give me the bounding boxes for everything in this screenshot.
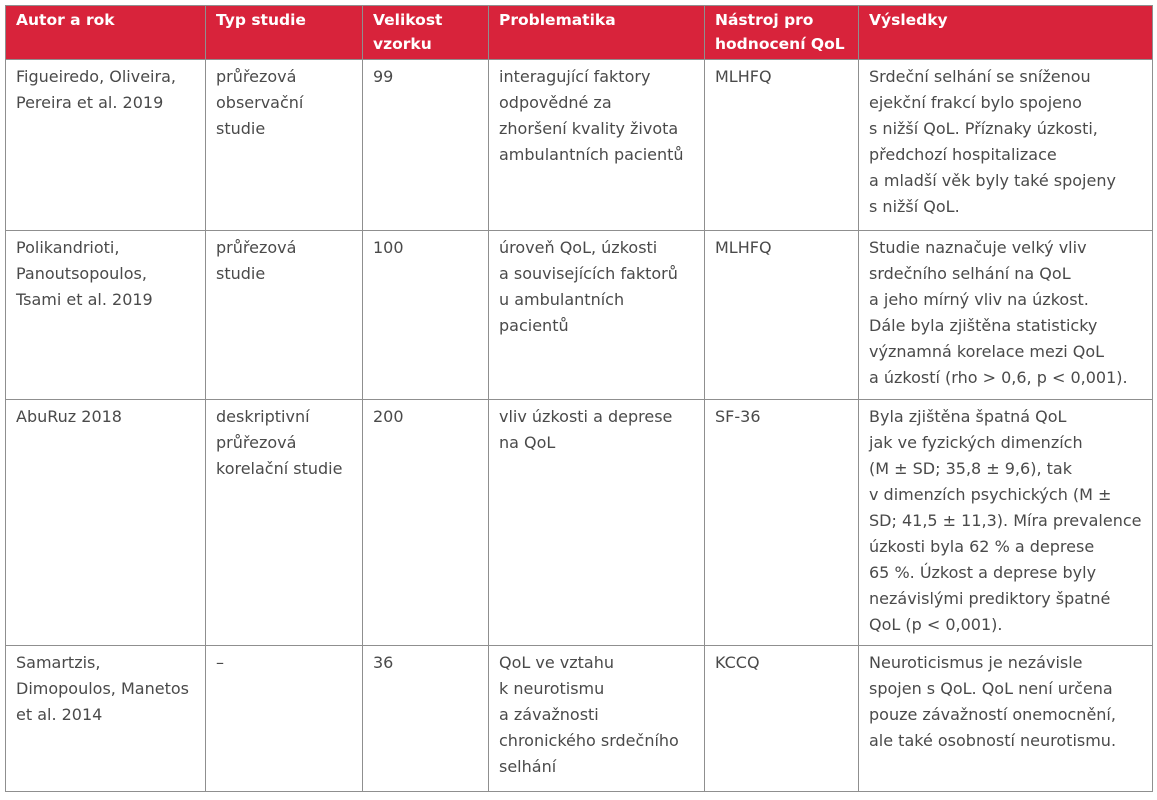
cell-qol-tool: MLHFQ bbox=[704, 230, 859, 400]
cell-study-type: – bbox=[205, 645, 363, 792]
cell-results: Srdeční selhání se sníženou ejekční frak… bbox=[858, 59, 1153, 231]
cell-author: Samartzis, Dimopoulos, Manetos et al. 20… bbox=[5, 645, 206, 792]
cell-results: Neuroticismus je nezávisle spojen s QoL.… bbox=[858, 645, 1153, 792]
literature-review-table: Autor a rok Typ studie Velikost vzorku P… bbox=[5, 5, 1153, 792]
table-row: Samartzis, Dimopoulos, Manetos et al. 20… bbox=[5, 645, 1153, 792]
table-row: AbuRuz 2018 deskriptivní průřezová korel… bbox=[5, 399, 1153, 646]
cell-sample-size: 36 bbox=[362, 645, 489, 792]
header-issue: Problematika bbox=[488, 5, 705, 60]
cell-author: Polikandrioti, Panoutsopoulos, Tsami et … bbox=[5, 230, 206, 400]
cell-qol-tool: MLHFQ bbox=[704, 59, 859, 231]
cell-issue: úroveň QoL, úzkosti a souvisejících fakt… bbox=[488, 230, 705, 400]
cell-sample-size: 99 bbox=[362, 59, 489, 231]
cell-author: AbuRuz 2018 bbox=[5, 399, 206, 646]
header-author-year: Autor a rok bbox=[5, 5, 206, 60]
table-header-row: Autor a rok Typ studie Velikost vzorku P… bbox=[5, 5, 1153, 60]
header-results: Výsledky bbox=[858, 5, 1153, 60]
cell-issue: vliv úzkosti a deprese na QoL bbox=[488, 399, 705, 646]
header-sample-size: Velikost vzorku bbox=[362, 5, 489, 60]
cell-issue: interagující faktory odpovědné za zhorše… bbox=[488, 59, 705, 231]
header-study-type: Typ studie bbox=[205, 5, 363, 60]
cell-results: Studie naznačuje velký vliv srdečního se… bbox=[858, 230, 1153, 400]
header-qol-tool: Nástroj pro hodnocení QoL bbox=[704, 5, 859, 60]
cell-results: Byla zjištěna špatná QoL jak ve fyzickýc… bbox=[858, 399, 1153, 646]
table-row: Figueiredo, Oliveira, Pereira et al. 201… bbox=[5, 59, 1153, 231]
cell-issue: QoL ve vztahu k neurotismu a závažnosti … bbox=[488, 645, 705, 792]
cell-study-type: průřezová observační studie bbox=[205, 59, 363, 231]
cell-study-type: průřezová studie bbox=[205, 230, 363, 400]
table-row: Polikandrioti, Panoutsopoulos, Tsami et … bbox=[5, 230, 1153, 400]
cell-qol-tool: KCCQ bbox=[704, 645, 859, 792]
cell-sample-size: 100 bbox=[362, 230, 489, 400]
cell-qol-tool: SF-36 bbox=[704, 399, 859, 646]
cell-study-type: deskriptivní průřezová korelační studie bbox=[205, 399, 363, 646]
cell-sample-size: 200 bbox=[362, 399, 489, 646]
cell-author: Figueiredo, Oliveira, Pereira et al. 201… bbox=[5, 59, 206, 231]
